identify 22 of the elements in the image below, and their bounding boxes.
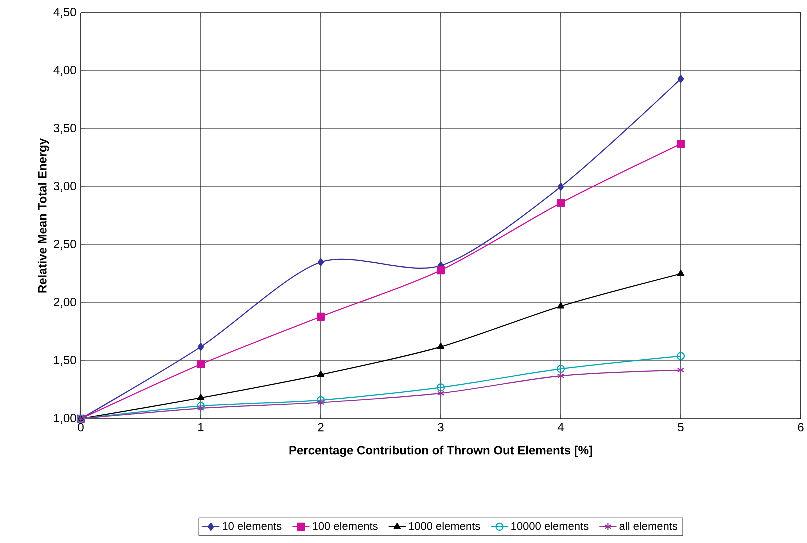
y-tick-label: 1,50 [54, 356, 76, 366]
y-tick-label: 4,50 [54, 8, 76, 18]
y-tick-label: 2,50 [54, 240, 76, 250]
legend-label: 10000 elements [512, 522, 589, 530]
y-tick-label: 1,00 [54, 414, 76, 424]
legend-label: 10 elements [223, 522, 282, 530]
y-tick-label: 2,00 [54, 298, 76, 308]
y-tick-label: 4,00 [54, 66, 76, 76]
x-tick-label: 5 [678, 423, 684, 432]
x-tick-label: 0 [78, 423, 84, 432]
legend-label: 100 elements [313, 522, 378, 530]
y-axis-title: Relative Mean Total Energy [38, 138, 50, 293]
x-tick-label: 3 [438, 423, 444, 432]
x-axis-title: Percentage Contribution of Thrown Out Elements [%] [290, 446, 592, 458]
x-tick-label: 2 [318, 423, 324, 432]
legend-label: all elements [620, 522, 678, 530]
y-tick-label: 3,00 [54, 182, 76, 192]
legend-label: 1000 elements [409, 522, 480, 530]
y-tick-label: 3,50 [54, 124, 76, 134]
x-tick-label: 6 [798, 423, 804, 432]
x-tick-label: 4 [558, 423, 564, 432]
x-tick-label: 1 [198, 423, 204, 432]
